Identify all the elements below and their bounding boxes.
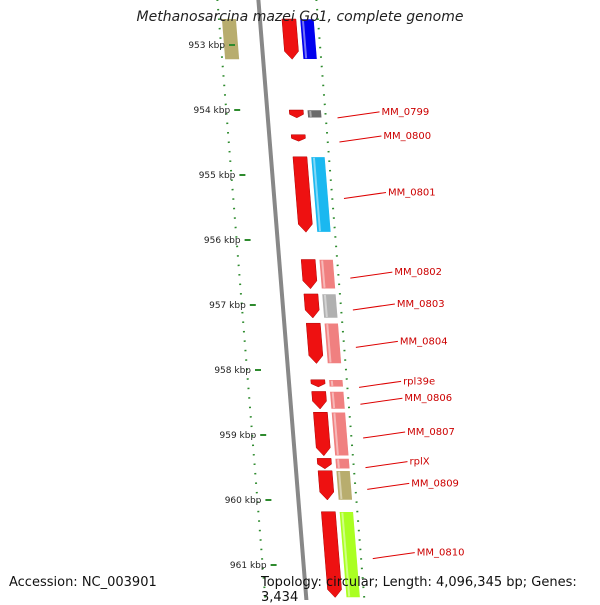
gene-arrow — [290, 134, 306, 142]
gene-label: MM_0804 — [400, 336, 448, 347]
genome-title: Methanosarcina mazei Go1, complete genom… — [136, 9, 464, 25]
gene-arrow — [281, 18, 299, 60]
cog-highlight — [301, 19, 308, 59]
tick-label: 958 kbp — [214, 366, 251, 376]
gene-label: MM_0803 — [397, 299, 445, 310]
gene-label: MM_0809 — [411, 478, 459, 489]
gene-label: MM_0800 — [383, 131, 431, 142]
cog-highlight — [331, 392, 336, 409]
cog-highlight — [312, 157, 321, 232]
label-leader — [355, 340, 398, 348]
cog-highlight — [321, 260, 326, 288]
gene-arrow — [305, 322, 324, 364]
position-ticks: 953 kbp 954 kbp 955 kbp 956 kbp 957 kbp 958 k… — [188, 41, 277, 571]
label-leader — [365, 461, 408, 469]
label-leader — [339, 135, 382, 143]
cog-block — [331, 411, 350, 457]
gene-arrow — [292, 156, 313, 233]
cog-block — [299, 18, 318, 60]
gene-features — [281, 18, 342, 598]
gene-label: MM_0799 — [382, 107, 430, 118]
dotted-guide-rings — [216, 0, 366, 605]
cog-highlight — [323, 294, 328, 318]
gene-arrow — [316, 458, 332, 470]
label-leader — [350, 271, 393, 279]
cog-highlight — [326, 324, 332, 363]
gene-arrow — [311, 391, 327, 410]
cog-block — [328, 379, 344, 388]
outer-dotted-ring — [315, 0, 366, 605]
tick-label: 954 kbp — [194, 106, 231, 116]
gene-arrow — [288, 109, 304, 119]
backbone-line — [256, 0, 309, 605]
tick-label: 959 kbp — [220, 431, 257, 441]
inner-dotted-ring — [216, 0, 267, 605]
label-leader — [337, 111, 380, 119]
label-leader — [367, 482, 410, 490]
gene-arrow — [300, 259, 318, 290]
cog-block — [335, 470, 353, 501]
gene-arrow — [310, 379, 326, 388]
cog-block — [323, 322, 342, 364]
gene-label: MM_0810 — [417, 548, 465, 559]
cog-block — [318, 259, 336, 290]
cog-highlight — [341, 512, 351, 597]
cog-highlight — [333, 413, 339, 455]
gene-label: MM_0802 — [394, 267, 442, 278]
cog-highlight — [337, 459, 340, 468]
tick-label: 956 kbp — [204, 236, 241, 246]
cog-highlight — [338, 471, 343, 500]
gene-label: MM_0806 — [404, 393, 452, 404]
cog-category-features — [221, 18, 361, 598]
cog-block — [306, 109, 323, 119]
tick-label: 960 kbp — [225, 496, 262, 506]
backbone-strand — [256, 0, 309, 605]
cog-block — [321, 293, 339, 319]
label-leader — [352, 303, 395, 311]
gene-arrow — [317, 470, 335, 501]
cog-highlight — [309, 110, 312, 117]
genome-summary-text: Topology: circular; Length: 4,096,345 bp… — [261, 575, 577, 605]
label-leader — [372, 552, 415, 560]
gene-arrow — [303, 293, 320, 319]
gene-arrow — [313, 412, 331, 457]
gene-label: MM_0801 — [388, 188, 436, 199]
aux-block — [221, 19, 240, 60]
gene-label: MM_0807 — [407, 427, 455, 438]
label-leader — [358, 380, 402, 388]
label-leader — [343, 192, 387, 199]
gene-arrow — [321, 511, 342, 598]
cog-block — [310, 156, 332, 233]
tick-label: 953 kbp — [188, 41, 225, 51]
cog-block — [334, 458, 351, 470]
cog-block — [329, 391, 346, 410]
accession-text: Accession: NC_003901 — [9, 575, 157, 590]
label-leader — [363, 431, 406, 439]
tick-label: 955 kbp — [199, 171, 236, 181]
cog-highlight — [330, 380, 334, 387]
gene-labels: MM_0799 MM_0800 MM_0801 MM_0802 MM_0803 MM_08… — [337, 107, 465, 560]
gene-label: rpl39e — [403, 376, 435, 387]
label-leader — [360, 397, 403, 405]
tick-label: 957 kbp — [209, 301, 246, 311]
gene-label: rplX — [409, 457, 429, 468]
cog-block — [339, 511, 361, 598]
tick-label: 961 kbp — [230, 561, 267, 571]
